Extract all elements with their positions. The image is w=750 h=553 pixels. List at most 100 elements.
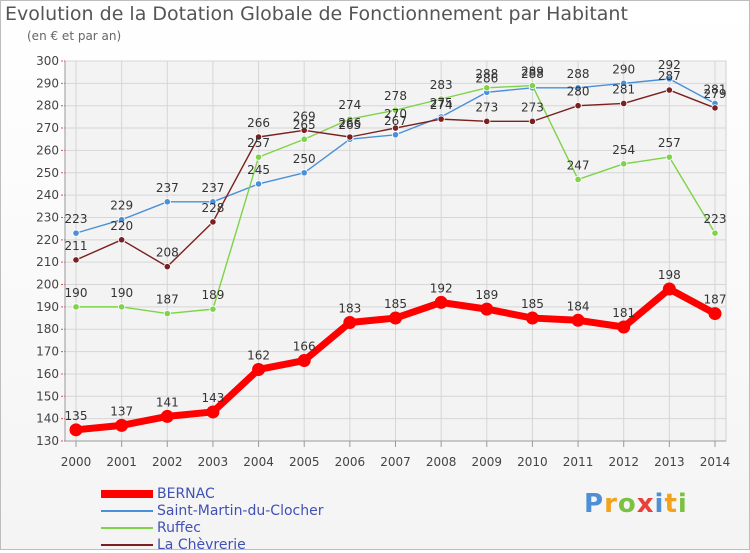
logo-letter: x [636, 489, 655, 519]
data-label: 278 [384, 89, 407, 103]
data-point [391, 124, 400, 132]
logo-letter: o [617, 489, 637, 519]
data-label: 266 [247, 116, 270, 130]
data-point [434, 295, 448, 309]
y-tick-label: 160 [36, 367, 59, 381]
data-point [711, 104, 719, 112]
data-point [480, 302, 494, 316]
data-label: 267 [384, 114, 407, 128]
data-label: 211 [65, 239, 88, 253]
y-tick-label: 250 [36, 166, 59, 180]
data-point [118, 216, 126, 224]
data-point [254, 153, 263, 161]
data-point [163, 263, 171, 271]
data-point [528, 81, 537, 90]
data-point [391, 131, 400, 139]
data-point [620, 79, 628, 87]
x-tick-label: 2004 [243, 455, 274, 469]
data-label: 162 [247, 348, 270, 362]
data-label: 237 [156, 181, 179, 195]
x-tick-label: 2010 [517, 455, 548, 469]
legend-label: BERNAC [157, 485, 215, 502]
x-tick-label: 2012 [608, 455, 639, 469]
data-point [209, 198, 217, 206]
data-point [69, 423, 83, 437]
y-tick-label: 200 [36, 278, 59, 292]
data-point [72, 256, 80, 264]
data-label: 283 [430, 78, 453, 92]
data-label: 185 [521, 297, 544, 311]
data-label: 290 [612, 62, 635, 76]
x-tick-label: 2007 [380, 455, 411, 469]
x-tick-label: 2013 [654, 455, 685, 469]
logo-letter: P [584, 489, 605, 519]
data-point [620, 160, 628, 168]
data-point [118, 236, 126, 244]
data-point [254, 180, 263, 188]
y-tick-label: 300 [36, 54, 59, 68]
data-label: 266 [338, 116, 361, 130]
data-point [617, 320, 631, 334]
logo-letter: i [654, 489, 665, 519]
data-label: 257 [247, 136, 270, 150]
data-point [300, 135, 308, 143]
data-point [483, 84, 491, 92]
y-tick-label: 180 [36, 322, 59, 336]
x-tick-label: 2008 [426, 455, 457, 469]
data-point [209, 218, 217, 226]
data-label: 280 [567, 85, 590, 99]
data-label: 143 [201, 391, 224, 405]
data-label: 274 [430, 98, 453, 112]
x-tick-label: 2001 [106, 455, 137, 469]
proxiti-logo: Proxiti [584, 489, 688, 519]
data-point [163, 309, 171, 318]
data-label: 185 [384, 297, 407, 311]
x-tick-label: 2005 [289, 455, 320, 469]
data-point [662, 282, 676, 296]
data-point [72, 229, 80, 237]
data-point [574, 84, 582, 92]
x-tick-label: 2000 [61, 455, 92, 469]
data-point [525, 311, 539, 325]
logo-letter: t [664, 489, 678, 519]
data-point [346, 133, 354, 141]
data-point [209, 305, 217, 313]
data-label: 208 [156, 246, 179, 260]
y-tick-label: 140 [36, 412, 59, 426]
data-label: 166 [293, 340, 316, 354]
x-tick-label: 2014 [700, 455, 731, 469]
logo-letter: r [604, 489, 618, 519]
data-point [115, 418, 129, 432]
legend-label: Ruffec [157, 519, 201, 536]
data-label: 245 [247, 163, 270, 177]
data-point [300, 126, 308, 134]
data-point [708, 307, 722, 321]
data-point [297, 354, 311, 368]
data-point [163, 198, 171, 206]
data-label: 275 [430, 96, 453, 110]
y-tick-label: 170 [36, 345, 59, 359]
data-point [711, 229, 719, 237]
y-tick-label: 190 [36, 300, 59, 314]
data-label: 288 [475, 67, 498, 81]
legend-swatch [101, 526, 153, 529]
y-tick-label: 230 [36, 210, 59, 224]
data-label: 189 [475, 288, 498, 302]
y-tick-label: 210 [36, 255, 59, 269]
data-point [391, 106, 400, 114]
x-tick-label: 2003 [198, 455, 229, 469]
x-tick-label: 2011 [563, 455, 594, 469]
data-point [160, 409, 174, 423]
data-point [437, 95, 445, 103]
data-point [571, 313, 585, 327]
data-label: 289 [521, 65, 544, 79]
data-point [72, 303, 80, 311]
data-point [665, 153, 673, 161]
data-label: 279 [704, 87, 727, 101]
chart-subtitle: (en € et par an) [27, 29, 122, 43]
y-tick-label: 260 [36, 143, 59, 157]
data-label: 228 [201, 201, 224, 215]
data-point [300, 169, 308, 177]
data-point [206, 405, 220, 419]
